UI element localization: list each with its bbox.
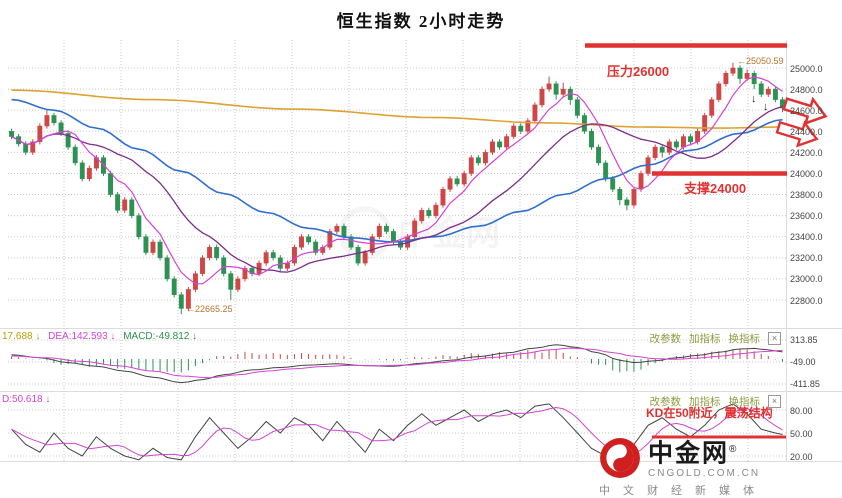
resistance-annotation: 压力26000 [607,64,670,79]
logo-tagline: 中文财经新媒体 [599,485,767,497]
macd-axis-label: -411.85 [790,379,820,390]
kd-add-indicator-link[interactable]: 加指标 [689,396,721,408]
logo-name: 中金网® [648,437,760,468]
kd-switch-indicator-link[interactable]: 换指标 [728,396,761,408]
y-axis-label: 24000.0 [790,168,823,179]
macd-axis-label: 313.85 [790,335,818,346]
kd-close-icon[interactable]: × [768,395,781,408]
registered-mark: ® [729,444,739,456]
logo-domain: CNGOLD.COM.CN [648,467,761,479]
macd-value-row: 17.688 ↓ DEA:142.593 ↓ MACD:-49.812 ↓ [2,331,202,342]
cngold-logo-icon [600,438,640,478]
support-annotation: 支撑24000 [684,181,747,196]
macd-axis-label: -49.00 [790,357,816,368]
macd-add-indicator-link[interactable]: 加指标 [689,333,721,345]
macd-dea-value: DEA:142.593 ↓ [48,331,116,342]
y-axis-label: 24200.0 [790,147,823,158]
kd-axis-label: 80.00 [790,405,813,416]
ma-lines-layer [11,76,783,285]
y-axis-label: 24800.0 [790,84,823,95]
kd-d-value: D:50.618 ↓ [2,394,51,405]
cngold-logo-text: 中金网® CNGOLD.COM.CN [648,437,761,479]
kd-axis-label: 20.00 [790,451,813,462]
logo-name-text: 中金网 [648,439,730,468]
page-title: 恒生指数 2小时走势 [336,12,506,31]
breakout-arrow-icon [782,96,828,126]
y-axis-label: 22800.0 [790,295,823,306]
y-axis-label: 23000.0 [790,274,823,285]
macd-layer [11,344,783,384]
candles-layer [9,62,785,315]
macd-switch-indicator-link[interactable]: 换指标 [728,333,761,345]
macd-change-params-link[interactable]: 改参数 [649,333,682,345]
low-price-label: ←22665.25 [186,304,233,314]
annotations-layer: ↓↓ [585,43,828,439]
breakout-arrow-icon-2 [775,120,819,148]
y-axis-label: 23600.0 [790,211,823,222]
down-arrow-marker-2: ↓ [763,101,769,113]
y-axis-label: 23200.0 [790,253,823,264]
macd-toolbar: 改参数 加指标 换指标 × [649,331,781,346]
kd-value-row: D:50.618 ↓ [2,394,55,405]
down-arrow-marker: ↓ [751,93,757,105]
macd-dif-value: 17.688 ↓ [2,331,41,342]
kd-change-params-link[interactable]: 改参数 [649,396,682,408]
kd-axis-label: 50.00 [790,428,813,439]
cngold-logo-row: 中金网® CNGOLD.COM.CN [599,437,799,479]
high-price-label: ←25050.59 [737,56,784,66]
y-axis-label: 23400.0 [790,232,823,243]
y-axis-label: 25000.0 [790,63,823,74]
panel-separators [0,40,842,462]
macd-hist-value: MACD:-49.812 ↓ [123,331,198,342]
y-axis-label: 24400.0 [790,126,823,137]
cngold-logo: 中金网® CNGOLD.COM.CN 中文财经新媒体 [599,437,799,498]
macd-close-icon[interactable]: × [768,332,781,345]
y-axis-label: 23800.0 [790,190,823,201]
kd-toolbar: 改参数 加指标 换指标 × [649,394,781,409]
y-axis-label: 24600.0 [790,105,823,116]
kd-annotation: KD在50附近，震荡结构 [646,406,773,420]
